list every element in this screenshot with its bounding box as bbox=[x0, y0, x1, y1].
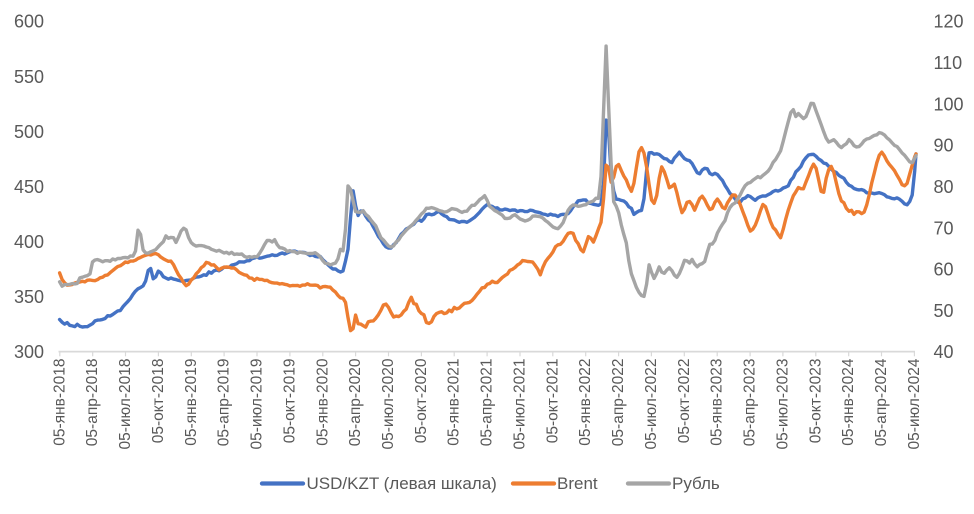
svg-text:05-июл-2021: 05-июл-2021 bbox=[512, 359, 529, 450]
svg-text:05-янв-2020: 05-янв-2020 bbox=[314, 358, 331, 446]
svg-text:05-июл-2019: 05-июл-2019 bbox=[249, 359, 266, 450]
svg-text:05-апр-2019: 05-апр-2019 bbox=[216, 359, 233, 447]
svg-text:05-июл-2020: 05-июл-2020 bbox=[380, 358, 397, 449]
svg-text:05-окт-2018: 05-окт-2018 bbox=[150, 359, 167, 444]
svg-text:05-апр-2022: 05-апр-2022 bbox=[610, 359, 627, 447]
svg-text:05-окт-2019: 05-окт-2019 bbox=[281, 359, 298, 444]
svg-text:60: 60 bbox=[934, 260, 954, 280]
svg-text:40: 40 bbox=[934, 342, 954, 362]
svg-text:550: 550 bbox=[14, 67, 44, 87]
svg-text:05-окт-2021: 05-окт-2021 bbox=[544, 359, 561, 444]
svg-text:05-янв-2024: 05-янв-2024 bbox=[840, 358, 857, 446]
svg-text:300: 300 bbox=[14, 342, 44, 362]
svg-text:05-янв-2019: 05-янв-2019 bbox=[183, 359, 200, 446]
svg-text:110: 110 bbox=[934, 53, 963, 73]
svg-text:90: 90 bbox=[934, 136, 954, 156]
svg-text:05-июл-2023: 05-июл-2023 bbox=[774, 359, 791, 450]
svg-text:120: 120 bbox=[934, 12, 964, 32]
svg-text:Brent: Brent bbox=[557, 474, 598, 493]
svg-text:05-апр-2020: 05-апр-2020 bbox=[347, 358, 364, 446]
svg-text:450: 450 bbox=[14, 177, 44, 197]
svg-text:05-июл-2018: 05-июл-2018 bbox=[117, 359, 134, 450]
svg-text:05-июл-2022: 05-июл-2022 bbox=[643, 359, 660, 450]
svg-text:400: 400 bbox=[14, 232, 44, 252]
svg-text:USD/KZT (левая шкала): USD/KZT (левая шкала) bbox=[307, 474, 497, 493]
svg-text:70: 70 bbox=[934, 218, 954, 238]
svg-text:05-окт-2022: 05-окт-2022 bbox=[676, 359, 693, 444]
svg-text:05-окт-2023: 05-окт-2023 bbox=[807, 359, 824, 444]
svg-text:100: 100 bbox=[934, 94, 964, 114]
svg-text:05-апр-2024: 05-апр-2024 bbox=[873, 358, 890, 446]
svg-text:600: 600 bbox=[14, 12, 44, 32]
svg-text:05-апр-2018: 05-апр-2018 bbox=[84, 359, 101, 447]
svg-text:05-янв-2018: 05-янв-2018 bbox=[51, 359, 68, 446]
svg-text:05-янв-2022: 05-янв-2022 bbox=[577, 359, 594, 446]
svg-text:05-апр-2023: 05-апр-2023 bbox=[742, 359, 759, 447]
svg-text:05-окт-2020: 05-окт-2020 bbox=[413, 358, 430, 443]
svg-text:500: 500 bbox=[14, 122, 44, 142]
svg-text:50: 50 bbox=[934, 301, 954, 321]
svg-text:05-янв-2021: 05-янв-2021 bbox=[446, 359, 463, 446]
svg-text:Рубль: Рубль bbox=[672, 474, 720, 493]
svg-text:05-апр-2021: 05-апр-2021 bbox=[479, 359, 496, 447]
svg-text:05-июл-2024: 05-июл-2024 bbox=[906, 358, 923, 449]
svg-text:05-янв-2023: 05-янв-2023 bbox=[709, 359, 726, 446]
svg-text:80: 80 bbox=[934, 177, 954, 197]
svg-text:350: 350 bbox=[14, 287, 44, 307]
